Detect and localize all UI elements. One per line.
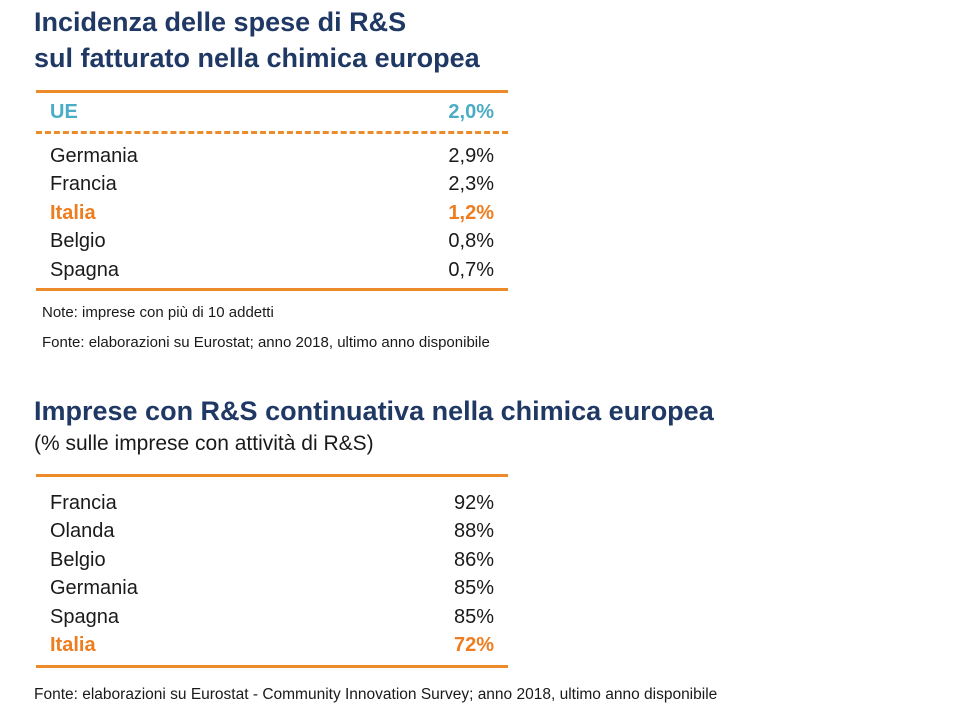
section1-title: Incidenza delle spese di R&S sul fattura… [34, 4, 480, 76]
table-row: Francia 92% [36, 489, 508, 518]
section1-title-line1: Incidenza delle spese di R&S [34, 7, 407, 37]
country-label: Belgio [50, 548, 106, 571]
table-row-italia: Italia 1,2% [36, 199, 508, 228]
table-top-rule [36, 474, 508, 477]
country-label: Spagna [50, 605, 119, 628]
country-label: Francia [50, 173, 117, 196]
value-label: 0,7% [448, 258, 494, 281]
country-label: Olanda [50, 520, 115, 543]
section1-source: Fonte: elaborazioni su Eurostat; anno 20… [42, 334, 490, 351]
rd-intensity-table: UE 2,0% Germania 2,9% Francia 2,3% Itali… [36, 90, 508, 291]
table-bottom-rule [36, 287, 508, 291]
country-label: Germania [50, 577, 138, 600]
table-dashed-rule [36, 131, 508, 134]
section1-title-line2: sul fatturato nella chimica europea [34, 43, 480, 73]
table-row-eu: UE 2,0% [36, 93, 508, 131]
table-row: Spagna 85% [36, 603, 508, 632]
table-row: Olanda 88% [36, 518, 508, 547]
table-bottom-rule [36, 665, 508, 668]
country-label: Belgio [50, 230, 106, 253]
value-label: 2,3% [448, 173, 494, 196]
table-row: Spagna 0,7% [36, 256, 508, 285]
table-row: Germania 2,9% [36, 142, 508, 171]
table-row: Francia 2,3% [36, 171, 508, 200]
table-row: Belgio 0,8% [36, 228, 508, 257]
continuous-rd-table: Francia 92% Olanda 88% Belgio 86% German… [36, 474, 508, 668]
table-row-italia: Italia 72% [36, 632, 508, 661]
value-label: 85% [453, 577, 494, 600]
value-label: 2,0% [448, 100, 494, 123]
table-row: Belgio 86% [36, 546, 508, 575]
value-label: 1,2% [448, 201, 494, 224]
value-label: 88% [453, 520, 494, 543]
section2-title: Imprese con R&S continuativa nella chimi… [34, 396, 714, 426]
value-label: 85% [453, 605, 494, 628]
country-label: Germania [50, 144, 138, 167]
table-top-rule [36, 90, 508, 93]
table-row: Germania 85% [36, 575, 508, 604]
section1-note: Note: imprese con più di 10 addetti [42, 304, 274, 321]
value-label: 72% [453, 634, 494, 657]
country-label: Spagna [50, 258, 119, 281]
section2-source: Fonte: elaborazioni su Eurostat - Commun… [34, 686, 718, 703]
country-label: Francia [50, 491, 117, 514]
country-label: UE [50, 100, 78, 123]
country-label: Italia [50, 201, 96, 224]
section2-subtitle: (% sulle imprese con attività di R&S) [34, 432, 374, 455]
value-label: 86% [453, 548, 494, 571]
value-label: 92% [453, 491, 494, 514]
value-label: 0,8% [448, 230, 494, 253]
country-label: Italia [50, 634, 96, 657]
value-label: 2,9% [448, 144, 494, 167]
